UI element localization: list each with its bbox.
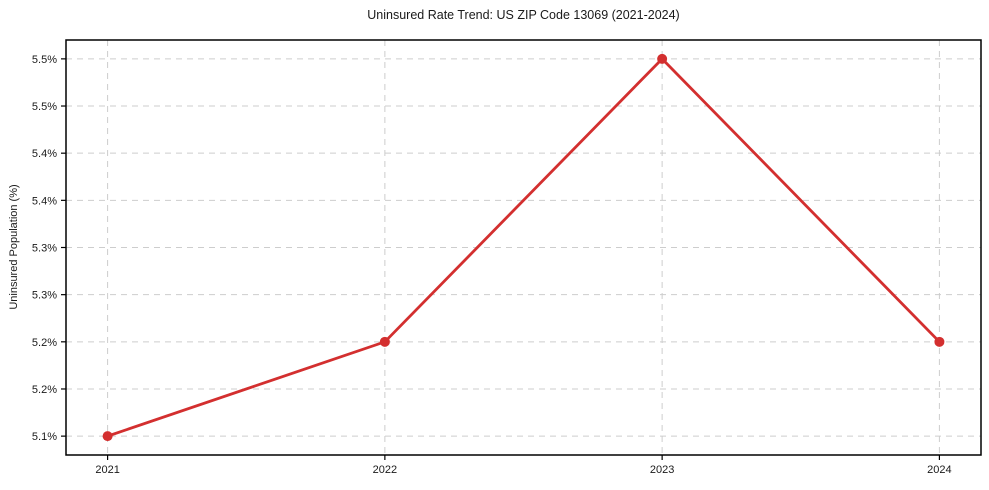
data-point-2023 xyxy=(657,53,668,64)
x-tick-label: 2023 xyxy=(650,464,674,476)
x-tick-label: 2024 xyxy=(927,464,951,476)
y-tick-label: 5.3% xyxy=(32,243,57,255)
y-tick-label: 5.1% xyxy=(32,431,57,443)
x-tick-label: 2022 xyxy=(373,464,397,476)
trend-line xyxy=(106,57,941,438)
data-point-2024 xyxy=(934,336,945,347)
y-tick-label: 5.3% xyxy=(32,290,57,302)
y-tick-label: 5.5% xyxy=(32,54,57,66)
chart-title: Uninsured Rate Trend: US ZIP Code 13069 … xyxy=(367,8,680,22)
y-tick-label: 5.4% xyxy=(32,195,57,207)
y-tick-label: 5.2% xyxy=(32,337,57,349)
data-point-2022 xyxy=(379,336,390,347)
y-tick-label: 5.5% xyxy=(32,101,57,113)
x-tick-label: 2021 xyxy=(95,464,119,476)
data-point-2021 xyxy=(102,431,113,442)
y-tick-label: 5.4% xyxy=(32,148,57,160)
plot-border xyxy=(65,39,982,456)
y-tick-label: 5.2% xyxy=(32,384,57,396)
